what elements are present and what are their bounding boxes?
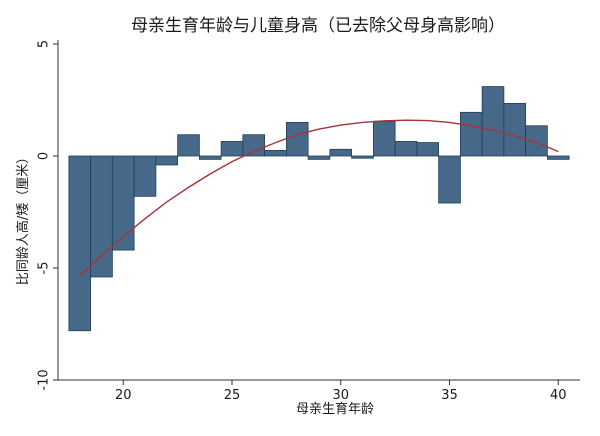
x-tick-label: 35 — [441, 388, 458, 403]
bar-age-27 — [264, 149, 287, 157]
plot-area — [68, 86, 570, 332]
x-tick-label: 40 — [550, 388, 567, 403]
y-tick-label: -10 — [37, 369, 52, 390]
bar-age-26 — [242, 134, 266, 157]
x-ticks: 20 25 30 35 40 — [115, 380, 567, 403]
y-ticks: -10 -5 0 5 — [37, 40, 58, 391]
bars-group — [68, 86, 570, 332]
bar-age-38 — [503, 102, 527, 157]
x-axis-label: 母亲生育年龄 — [296, 401, 374, 417]
bar-age-22 — [155, 155, 179, 166]
bar-age-36 — [459, 111, 483, 157]
bar-age-31 — [351, 155, 374, 159]
bar-age-18 — [68, 155, 92, 332]
y-tick-label: -5 — [37, 262, 52, 275]
bar-age-24 — [198, 155, 222, 160]
x-tick-label: 20 — [115, 388, 132, 403]
bar-age-37 — [481, 86, 505, 157]
y-tick-label: 0 — [37, 152, 52, 160]
chart-title: 母亲生育年龄与儿童身高（已去除父母身高影响） — [131, 16, 505, 36]
bar-age-40 — [546, 155, 570, 160]
bar-age-23 — [177, 134, 200, 157]
bar-age-33 — [394, 141, 418, 157]
axes: -10 -5 0 5 20 25 30 35 40 — [37, 40, 580, 403]
bar-age-39 — [525, 125, 548, 157]
bar-age-20 — [111, 155, 135, 251]
bar-age-25 — [220, 141, 244, 157]
bar-age-34 — [416, 142, 440, 157]
bar-age-29 — [307, 155, 331, 160]
bar-age-19 — [90, 155, 113, 278]
x-tick-label: 25 — [224, 388, 241, 403]
bar-age-28 — [285, 122, 309, 157]
bar-age-35 — [438, 155, 461, 204]
quadratic-fit-curve — [79, 119, 559, 277]
bar-age-32 — [372, 120, 396, 157]
y-tick-label: 5 — [37, 40, 52, 48]
bar-age-30 — [329, 148, 353, 157]
bar-age-21 — [133, 155, 157, 197]
x-tick-label: 30 — [332, 388, 349, 403]
y-axis-label: 比同龄人高/矮（厘米） — [15, 151, 31, 285]
